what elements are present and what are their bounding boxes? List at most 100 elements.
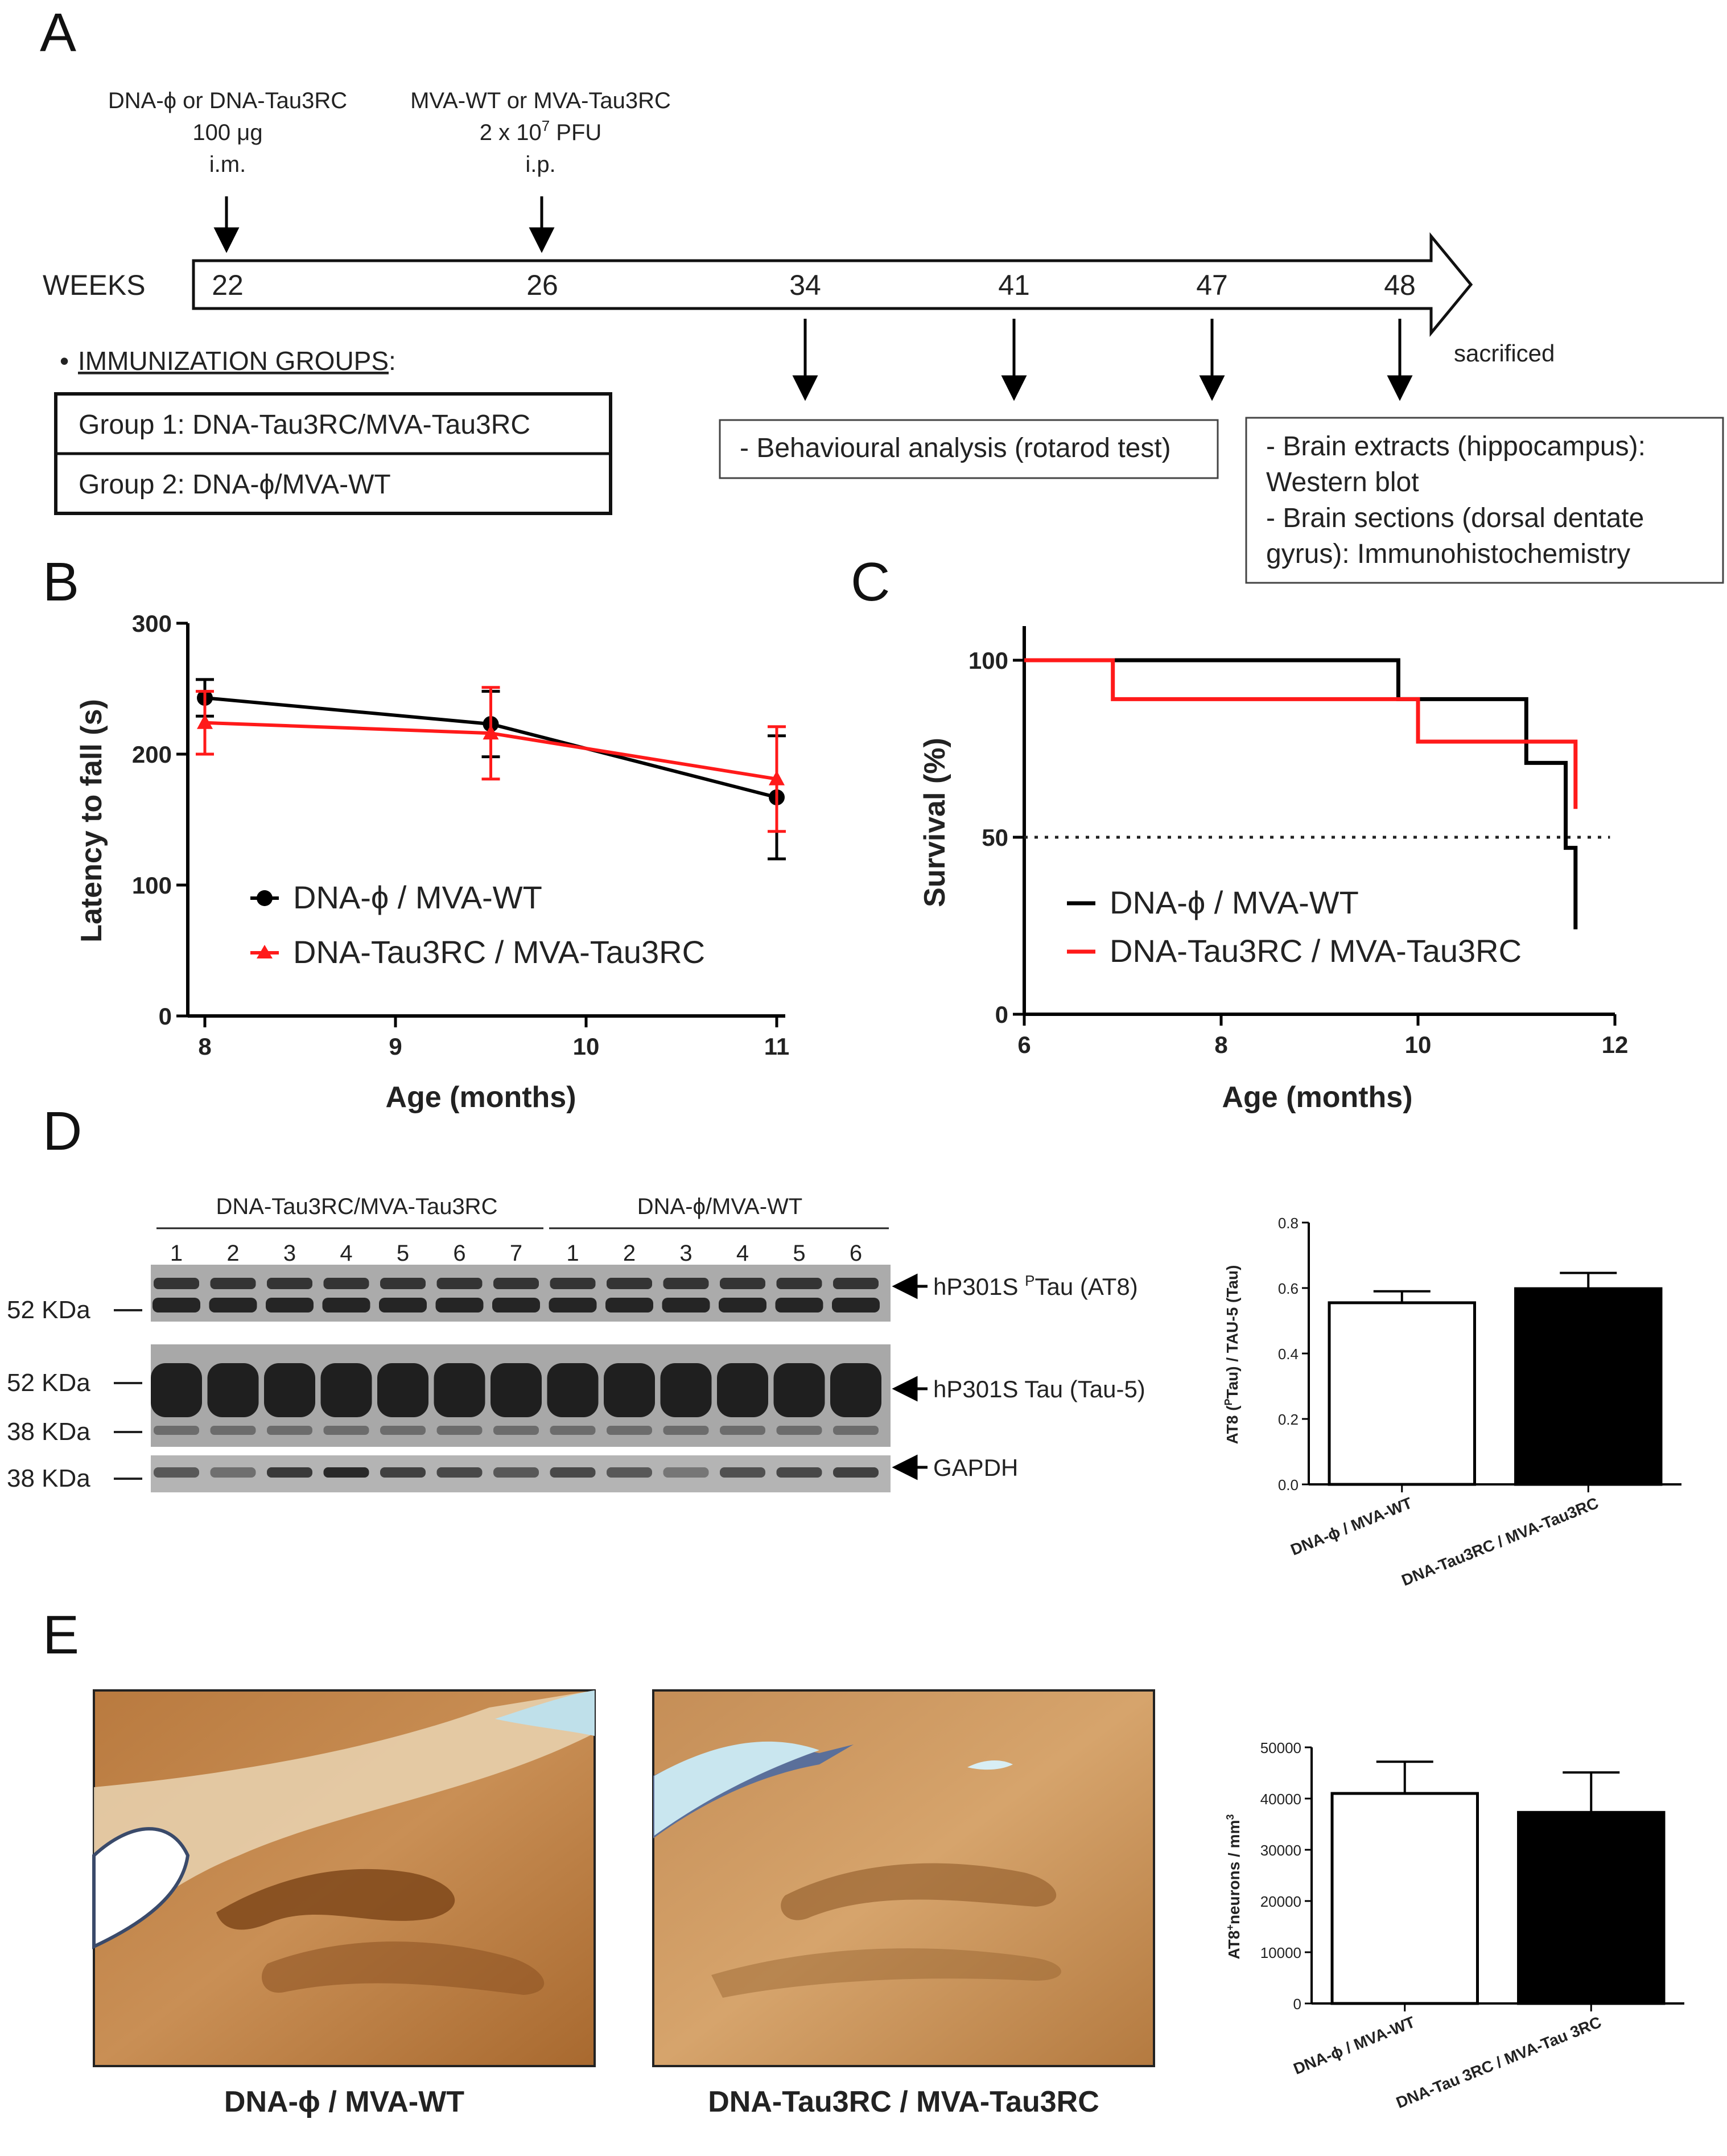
d-category-label: DNA-Tau3RC / MVA-Tau3RC bbox=[1399, 1494, 1601, 1589]
blot-bands bbox=[151, 1278, 881, 1478]
b-y-tick-label: 200 bbox=[132, 741, 172, 768]
c-legend-ctrl: DNA-ϕ / MVA-WT bbox=[1110, 884, 1359, 920]
e-ylabel: AT8+neurons / mm3 bbox=[1225, 1815, 1243, 1960]
blot-band-tau5-lower bbox=[210, 1426, 256, 1435]
blot-band-at8-lower bbox=[209, 1298, 257, 1312]
groups-bullet: • bbox=[60, 346, 69, 376]
blot-band-tau5-lower bbox=[720, 1426, 765, 1435]
prime-line2: 100 μg bbox=[192, 120, 262, 145]
e-category-label: DNA-Tau 3RC / MVA-Tau 3RC bbox=[1394, 2013, 1604, 2112]
e-y-tick-label: 10000 bbox=[1260, 1944, 1301, 1961]
blot-lane-number: 1 bbox=[170, 1241, 183, 1266]
blot-band-at8-lower bbox=[435, 1298, 484, 1312]
blot-band-gapdh bbox=[776, 1467, 822, 1478]
blot-band-tau5 bbox=[547, 1363, 599, 1417]
boost-line2: 2 x 107 PFU bbox=[480, 117, 602, 145]
d-y-tick-label: 0.6 bbox=[1278, 1280, 1299, 1297]
panel-label-c: C bbox=[851, 552, 890, 612]
d-y-tick-label: 0.8 bbox=[1278, 1215, 1299, 1232]
behaviour-text: - Behavioural analysis (rotarod test) bbox=[740, 433, 1171, 463]
c-xlabel: Age (months) bbox=[1222, 1081, 1412, 1114]
c-legend-vacc: DNA-Tau3RC / MVA-Tau3RC bbox=[1110, 933, 1522, 969]
blot-band-tau5 bbox=[660, 1363, 712, 1417]
d-y-tick-label: 0.0 bbox=[1278, 1476, 1299, 1493]
blot-band-at8-lower bbox=[662, 1298, 710, 1312]
blot-band-at8-lower bbox=[775, 1298, 823, 1312]
blot-band-tau5 bbox=[320, 1363, 372, 1417]
blot-band-tau5-lower bbox=[493, 1426, 539, 1435]
blot-band-tau5 bbox=[491, 1363, 542, 1417]
blot-band-tau5 bbox=[830, 1363, 881, 1417]
blot-band-at8-upper bbox=[663, 1278, 709, 1289]
week-48: 48 bbox=[1384, 269, 1416, 301]
e-y-tick-label: 50000 bbox=[1260, 1739, 1301, 1756]
blot-lane-number: 1 bbox=[566, 1241, 579, 1266]
blot-band-at8-lower bbox=[322, 1298, 370, 1312]
blot-band-tau5-lower bbox=[663, 1426, 709, 1435]
brain-line3: - Brain sections (dorsal dentate bbox=[1266, 503, 1644, 533]
blot-band-at8-lower bbox=[152, 1298, 200, 1312]
histology-image-vacc bbox=[652, 1689, 1155, 2067]
brain-line2: Western blot bbox=[1266, 467, 1419, 497]
d-bar bbox=[1514, 1287, 1663, 1486]
blot-band-tau5 bbox=[207, 1363, 259, 1417]
panel-label-a: A bbox=[40, 2, 76, 63]
mw-52-at8: 52 KDa bbox=[7, 1296, 90, 1324]
b-ylabel: Latency to fall (s) bbox=[75, 699, 108, 943]
blot-band-at8-lower bbox=[832, 1298, 880, 1312]
weeks-label: WEEKS bbox=[43, 269, 146, 301]
mw-38-gapdh: 38 KDa bbox=[7, 1464, 90, 1492]
blot-band-at8-upper bbox=[720, 1278, 765, 1289]
e-y-tick-label: 0 bbox=[1293, 1995, 1301, 2013]
c-y-tick-label: 100 bbox=[968, 647, 1008, 674]
blot-band-at8-upper bbox=[267, 1278, 312, 1289]
c-x-tick-label: 6 bbox=[1017, 1031, 1031, 1058]
blot-band-tau5 bbox=[604, 1363, 655, 1417]
blot-band-gapdh bbox=[720, 1467, 765, 1478]
blot-lane-number: 7 bbox=[510, 1241, 522, 1266]
b-point bbox=[769, 770, 785, 785]
panel-label-d: D bbox=[43, 1101, 82, 1162]
blot-band-tau5-lower bbox=[833, 1426, 879, 1435]
histology-image-ctrl bbox=[92, 1689, 596, 2067]
panel-label-b: B bbox=[43, 552, 79, 612]
blot-band-at8-lower bbox=[379, 1298, 427, 1312]
blot-band-at8-lower bbox=[605, 1298, 653, 1312]
c-y-tick-label: 0 bbox=[995, 1001, 1008, 1028]
blot-band-tau5 bbox=[377, 1363, 428, 1417]
blot-band-gapdh bbox=[663, 1467, 709, 1478]
b-x-tick-label: 8 bbox=[198, 1033, 211, 1060]
b-y-tick-label: 300 bbox=[132, 610, 172, 637]
blot-band-at8-upper bbox=[493, 1278, 539, 1289]
blot-band-tau5 bbox=[264, 1363, 315, 1417]
boost-line1: MVA-WT or MVA-Tau3RC bbox=[410, 88, 671, 113]
c-y-tick-label: 50 bbox=[982, 824, 1008, 851]
d-category-label: DNA-ϕ / MVA-WT bbox=[1288, 1494, 1415, 1559]
b-y-tick-label: 0 bbox=[159, 1003, 172, 1030]
d-ylabel: AT8 (PTau) / TAU-5 (Tau) bbox=[1223, 1265, 1241, 1445]
group1: Group 1: DNA-Tau3RC/MVA-Tau3RC bbox=[79, 410, 530, 440]
e-category-label: DNA-ϕ / MVA-WT bbox=[1291, 2013, 1417, 2078]
blot-lane-number: 3 bbox=[679, 1241, 692, 1266]
sacrificed-label: sacrificed bbox=[1454, 340, 1555, 367]
blot-band-gapdh bbox=[550, 1467, 596, 1478]
panel-label-e: E bbox=[43, 1604, 79, 1665]
brain-line4: gyrus): Immunohistochemistry bbox=[1266, 539, 1630, 569]
blot-band-at8-lower bbox=[549, 1298, 597, 1312]
blot-band-at8-upper bbox=[154, 1278, 199, 1289]
blot-lane-number: 5 bbox=[793, 1241, 805, 1266]
blot-band-tau5 bbox=[434, 1363, 485, 1417]
chart-b: 0 100 200 300 8 9 10 11 bbox=[132, 610, 789, 1060]
blot-band-gapdh bbox=[607, 1467, 652, 1478]
prime-line1: DNA-ϕ or DNA-Tau3RC bbox=[108, 88, 347, 113]
blot-band-gapdh bbox=[493, 1467, 539, 1478]
blot-band-at8-lower bbox=[492, 1298, 540, 1312]
brain-line1: - Brain extracts (hippocampus): bbox=[1266, 431, 1646, 462]
groups-title: IMMUNIZATION GROUPS: bbox=[78, 346, 396, 376]
b-point bbox=[483, 725, 499, 740]
mw-52-tau5: 52 KDa bbox=[7, 1369, 90, 1397]
blot-band-tau5-lower bbox=[154, 1426, 199, 1435]
blot-lane-number: 5 bbox=[397, 1241, 409, 1266]
c-ylabel: Survival (%) bbox=[918, 738, 951, 907]
